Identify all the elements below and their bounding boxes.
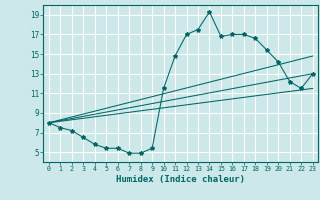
X-axis label: Humidex (Indice chaleur): Humidex (Indice chaleur) <box>116 175 245 184</box>
